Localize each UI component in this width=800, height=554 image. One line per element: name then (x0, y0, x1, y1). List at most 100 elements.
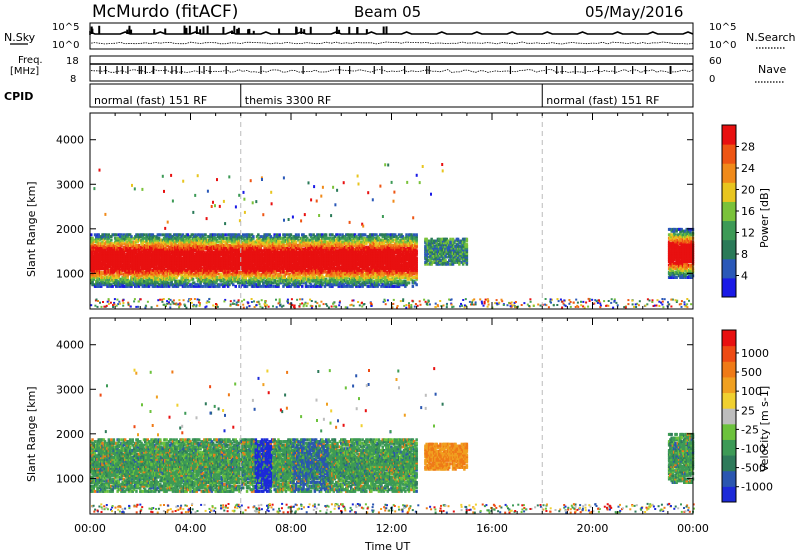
echo-cell (92, 238, 95, 242)
echo-cell (121, 283, 124, 287)
echo-cell (183, 283, 186, 287)
echo-cell (154, 283, 157, 287)
echo-cell (175, 249, 178, 253)
echo-cell (195, 258, 198, 262)
echo-cell (180, 267, 183, 271)
echo-cell (132, 244, 136, 247)
echo-cell (115, 276, 118, 279)
echo-cell (110, 244, 113, 247)
echo-cell (190, 256, 193, 260)
echo-cell (166, 240, 170, 244)
echo-cell (152, 260, 156, 263)
echo-cell (130, 242, 133, 246)
echo-cell (172, 268, 176, 272)
echo-cell (180, 268, 183, 272)
echo-cell (180, 238, 183, 242)
echo-cell (97, 233, 100, 237)
echo-cell (161, 283, 165, 287)
echo-cell (166, 254, 170, 258)
echo-cell (146, 263, 149, 267)
echo-cell (106, 279, 109, 283)
echo-cell (130, 283, 133, 287)
echo-cell (93, 245, 97, 249)
echo-cell (118, 254, 122, 258)
echo-cell (146, 244, 149, 247)
echo-cell (145, 249, 148, 253)
echo-cell (177, 272, 181, 276)
echo-cell (195, 260, 198, 263)
echo-cell (188, 279, 191, 283)
echo-cell (152, 263, 156, 267)
echo-cell (177, 256, 181, 260)
echo-cell (141, 281, 144, 285)
echo-cell (135, 249, 138, 253)
echo-cell (161, 268, 165, 272)
nsky-label: N.Sky (4, 31, 36, 44)
echo-cell (135, 267, 138, 271)
echo-cell (106, 247, 109, 251)
echo-cell (149, 238, 152, 242)
echo-cell (128, 256, 132, 260)
echo-cell (141, 268, 144, 272)
echo-cell (157, 283, 161, 287)
echo-cell (164, 263, 167, 267)
echo-cell (164, 281, 167, 285)
echo-cell (169, 258, 172, 262)
echo-cell (108, 277, 112, 281)
echo-cell (121, 260, 124, 263)
echo-cell (166, 276, 170, 279)
echo-cell (110, 263, 113, 267)
echo-cell (113, 236, 117, 240)
echo-cell (123, 236, 127, 240)
echo-cell (118, 272, 122, 276)
echo-cell (167, 274, 171, 278)
echo-cell (118, 263, 122, 267)
echo-cell (181, 252, 185, 256)
echo-cell (189, 258, 192, 262)
echo-cell (184, 279, 187, 283)
echo-cell (126, 265, 129, 269)
echo-cell (195, 267, 198, 271)
echo-cell (137, 236, 141, 240)
echo-cell (169, 256, 172, 260)
echo-cell (90, 238, 93, 242)
echo-cell (157, 260, 161, 263)
echo-cell (180, 244, 183, 247)
echo-cell (135, 279, 138, 283)
echo-cell (96, 245, 99, 249)
echo-cell (294, 240, 298, 244)
nsky-trace (89, 30, 694, 35)
echo-cell (125, 281, 128, 285)
echo-cell (180, 263, 183, 267)
echo-cell (157, 244, 161, 247)
echo-cell (95, 279, 98, 283)
echo-cell (180, 260, 183, 263)
echo-cell (108, 270, 112, 274)
echo-cell (147, 284, 151, 288)
echo-cell (123, 268, 127, 272)
echo-cell (95, 249, 98, 253)
echo-cell (106, 265, 109, 269)
echo-cell (110, 277, 113, 281)
echo-cell (91, 251, 94, 255)
echo-cell (121, 236, 124, 240)
echo-cell (137, 272, 141, 276)
echo-cell (97, 242, 100, 246)
echo-cell (160, 284, 163, 288)
freq-label-line1: Freq. (18, 55, 43, 66)
echo-cell (294, 233, 298, 237)
echo-cell (144, 284, 147, 288)
echo-cell (160, 252, 163, 256)
echo-cell (141, 244, 144, 247)
echo-cell (130, 251, 133, 255)
echo-cell (100, 242, 103, 246)
echo-cell (176, 235, 180, 239)
echo-cell (118, 265, 122, 269)
echo-cell (167, 236, 171, 240)
beam-label: Beam 05 (354, 3, 421, 21)
echo-cell (193, 260, 196, 263)
echo-cell (141, 258, 144, 262)
echo-cell (103, 281, 107, 285)
echo-cell (125, 245, 128, 249)
echo-cell (170, 274, 173, 278)
